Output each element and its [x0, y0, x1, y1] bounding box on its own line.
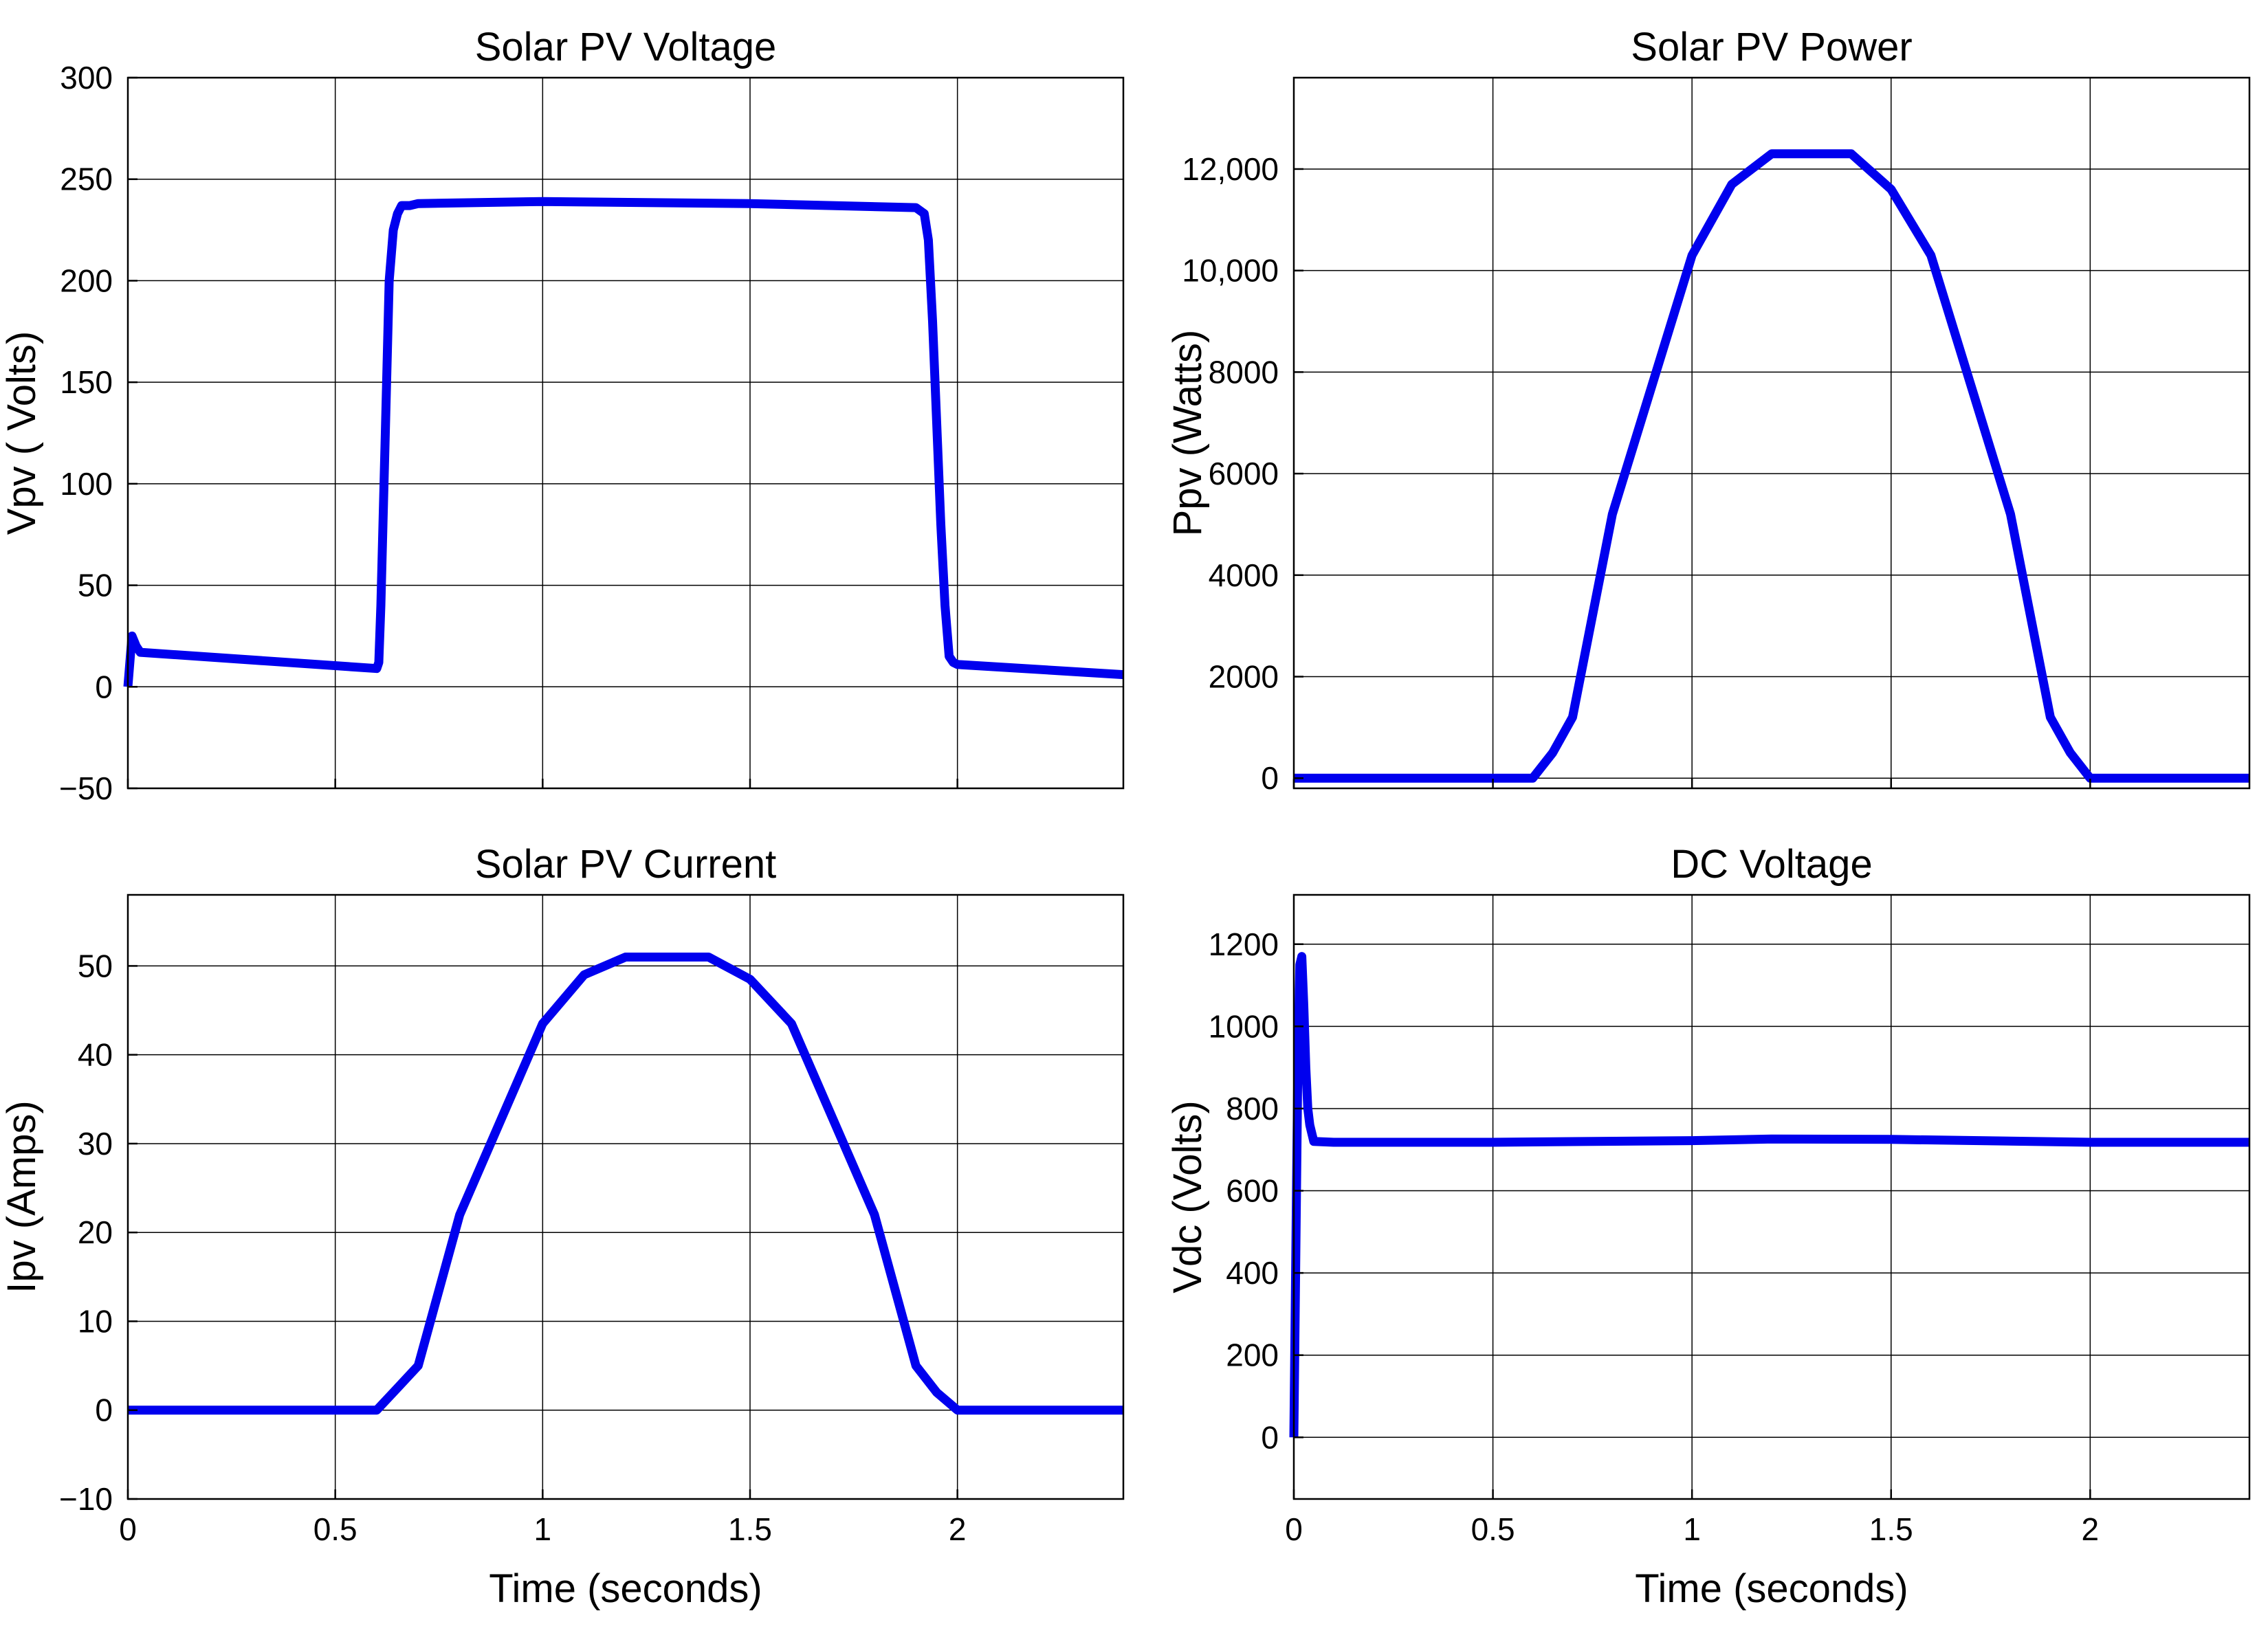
y-tick-label: 10	[78, 1303, 113, 1339]
y-axis-label: Vpv ( Volts)	[0, 331, 44, 535]
chart-panel-solar-pv-current: Solar PV Current Ipv (Amps) Time (second…	[0, 842, 1125, 1611]
x-tick-label: 0.5	[1471, 1511, 1515, 1547]
y-tick-label: 0	[95, 669, 113, 704]
y-tick-label: 20	[78, 1214, 113, 1250]
y-tick-label: 6000	[1209, 456, 1279, 491]
y-tick-label: −10	[59, 1481, 113, 1517]
y-tick-label: 400	[1226, 1255, 1279, 1291]
y-tick-label: 4000	[1209, 557, 1279, 593]
y-tick-label: −50	[59, 770, 113, 806]
y-tick-label: 40	[78, 1037, 113, 1073]
chart-title: Solar PV Voltage	[475, 25, 777, 69]
y-tick-label: 0	[1261, 1419, 1279, 1455]
x-tick-label: 2	[2082, 1511, 2100, 1547]
y-tick-label: 30	[78, 1126, 113, 1162]
x-tick-label: 0	[119, 1511, 137, 1547]
x-axis-label: Time (seconds)	[489, 1566, 762, 1611]
series-line	[1294, 149, 2249, 783]
chart-panel-solar-pv-voltage: Solar PV Voltage Vpv ( Volts) −50 0 50 100 1…	[0, 25, 1125, 806]
y-axis-label: Vdc (Volts)	[1165, 1100, 1210, 1293]
x-tick-label: 1.5	[1869, 1511, 1913, 1547]
y-tick-label: 10,000	[1182, 253, 1279, 289]
y-tick-label: 200	[1226, 1337, 1279, 1373]
chart-title: Solar PV Current	[475, 842, 776, 887]
y-tick-label: 250	[60, 162, 113, 197]
axes-frame	[1292, 893, 2251, 1500]
y-tick-label: 12,000	[1182, 151, 1279, 187]
x-tick-label: 0.5	[313, 1511, 357, 1547]
y-tick-label: 150	[60, 364, 113, 400]
x-tick-label: 1	[534, 1511, 552, 1547]
series-line	[1289, 952, 2249, 1438]
x-axis-label: Time (seconds)	[1635, 1566, 1908, 1611]
x-tick-label: 1	[1683, 1511, 1701, 1547]
y-tick-label: 300	[60, 60, 113, 96]
series-line	[123, 197, 1124, 687]
chart-panel-dc-voltage: DC Voltage Vdc (Volts) Time (seconds) 0 0…	[1165, 842, 2251, 1611]
chart-title: DC Voltage	[1671, 842, 1872, 887]
y-tick-label: 0	[95, 1392, 113, 1428]
axes-frame	[126, 76, 1125, 790]
y-tick-label: 600	[1226, 1173, 1279, 1209]
chart-title: Solar PV Power	[1631, 25, 1912, 69]
y-axis-label: Ppv (Watts)	[1165, 330, 1210, 537]
series-line	[128, 953, 1123, 1415]
y-tick-label: 1200	[1209, 926, 1279, 962]
y-tick-label: 200	[60, 263, 113, 298]
y-axis-label: Ipv (Amps)	[0, 1100, 44, 1293]
y-tick-label: 800	[1226, 1091, 1279, 1126]
y-tick-label: 50	[78, 948, 113, 984]
x-tick-label: 2	[949, 1511, 967, 1547]
y-tick-label: 2000	[1209, 659, 1279, 695]
y-tick-label: 0	[1261, 760, 1279, 796]
axes-frame	[1292, 76, 2251, 790]
y-tick-label: 50	[78, 568, 113, 603]
x-tick-label: 1.5	[728, 1511, 772, 1547]
x-tick-label: 0	[1285, 1511, 1303, 1547]
chart-panel-solar-pv-power: Solar PV Power Ppv (Watts) 0 2000 4000 6000…	[1165, 25, 2251, 796]
y-tick-label: 100	[60, 466, 113, 502]
y-tick-label: 8000	[1209, 354, 1279, 390]
y-tick-label: 1000	[1209, 1008, 1279, 1044]
axes-frame	[126, 893, 1125, 1500]
